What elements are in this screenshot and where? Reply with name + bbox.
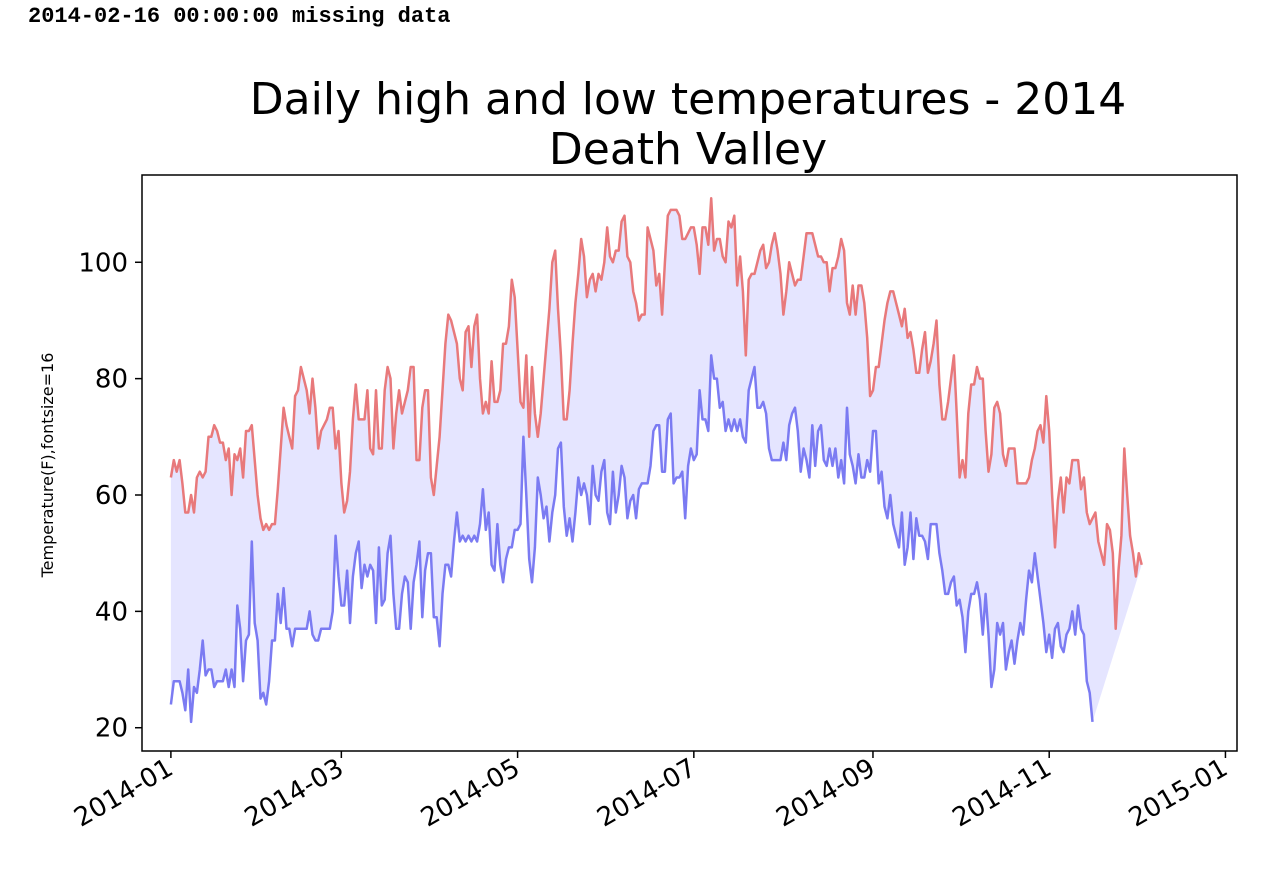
- x-tick-label: 2014-11: [948, 753, 1057, 833]
- fill-between-area: [170, 198, 1142, 722]
- chart-title-line-2: Death Valley: [549, 124, 827, 175]
- y-tick-label: 40: [95, 597, 128, 627]
- x-tick-label: 2014-09: [771, 753, 880, 833]
- series-line-lows: [169, 354, 1094, 724]
- plot-frame: [141, 174, 1238, 752]
- x-tick-label: 2014-01: [69, 753, 178, 833]
- y-tick-label: 80: [95, 365, 128, 395]
- x-tick-label: 2014-03: [240, 753, 349, 833]
- y-axis-label: Temperature(F),fontsize=16: [38, 353, 57, 579]
- y-tick-label: 60: [95, 481, 128, 511]
- chart-title-line-1: Daily high and low temperatures - 2014: [250, 74, 1126, 125]
- y-tick-label: 100: [78, 248, 128, 278]
- x-tick-label: 2015-01: [1124, 753, 1233, 833]
- series-line-highs: [169, 197, 1143, 631]
- x-tick-label: 2014-07: [592, 753, 701, 833]
- y-tick-label: 20: [95, 714, 128, 744]
- console-output: 2014-02-16 00:00:00 missing data: [28, 4, 451, 29]
- x-tick-label: 2014-05: [416, 753, 525, 833]
